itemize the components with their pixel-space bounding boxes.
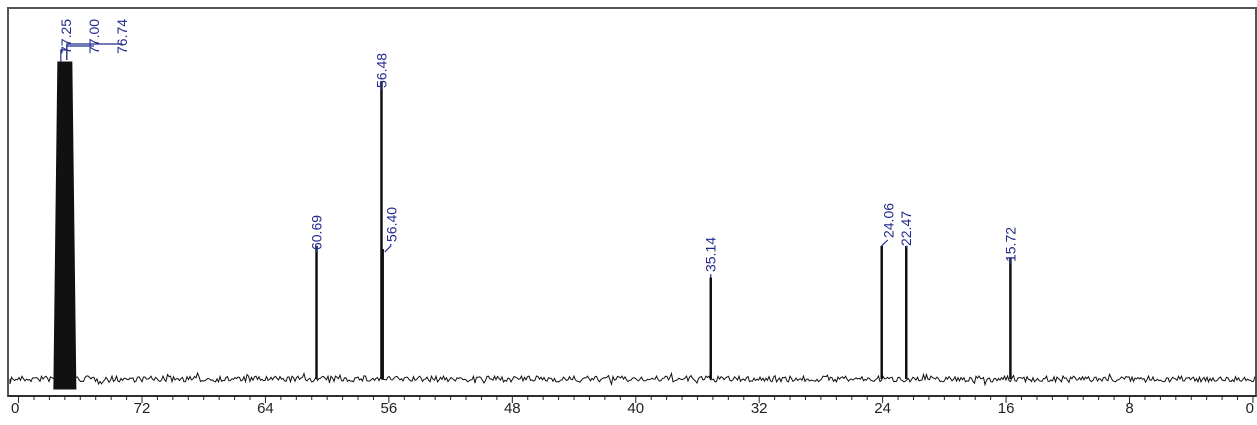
label-leader [60,49,66,62]
x-axis: 0 72 64 56 48 40 32 24 16 8 0 [8,395,1256,417]
peak-label: 35.14 [703,237,719,272]
x-tick-label: 64 [257,400,274,417]
x-tick-label: 0 [11,400,19,417]
x-tick-label: 8 [1125,400,1133,417]
peak-label: 76.74 [114,19,130,54]
x-tick-label: 56 [381,400,398,417]
peak-label: 56.40 [384,207,400,242]
x-tick-label: 0 [1246,400,1254,417]
x-tick-label: 72 [134,400,151,417]
peak-label: 77.25 [58,19,74,54]
peak-label: 24.06 [881,203,897,238]
peak-label: 56.48 [373,53,389,88]
x-tick-label: 48 [504,400,521,417]
x-tick-label: 16 [998,400,1015,417]
peak-label: 22.47 [898,211,914,246]
x-tick-label: 32 [751,400,768,417]
peaks-group [53,61,1012,390]
x-tick-label: 40 [627,400,644,417]
noise-trace [9,371,1256,387]
peak-labels-group: 77.25 77.00 76.74 60.69 56.48 56.40 35.14 24.06… [58,19,1018,278]
label-leader [881,239,889,247]
peak-label: 77.00 [86,19,102,54]
peak-label: 60.69 [309,215,325,250]
label-leader [66,43,122,60]
baseline-noise [9,371,1256,387]
peak-label: 15.72 [1002,227,1018,262]
label-leader [384,244,392,253]
peak-solvent-cluster [53,61,77,390]
plot-frame [7,7,1257,397]
x-tick-label: 24 [874,400,891,417]
